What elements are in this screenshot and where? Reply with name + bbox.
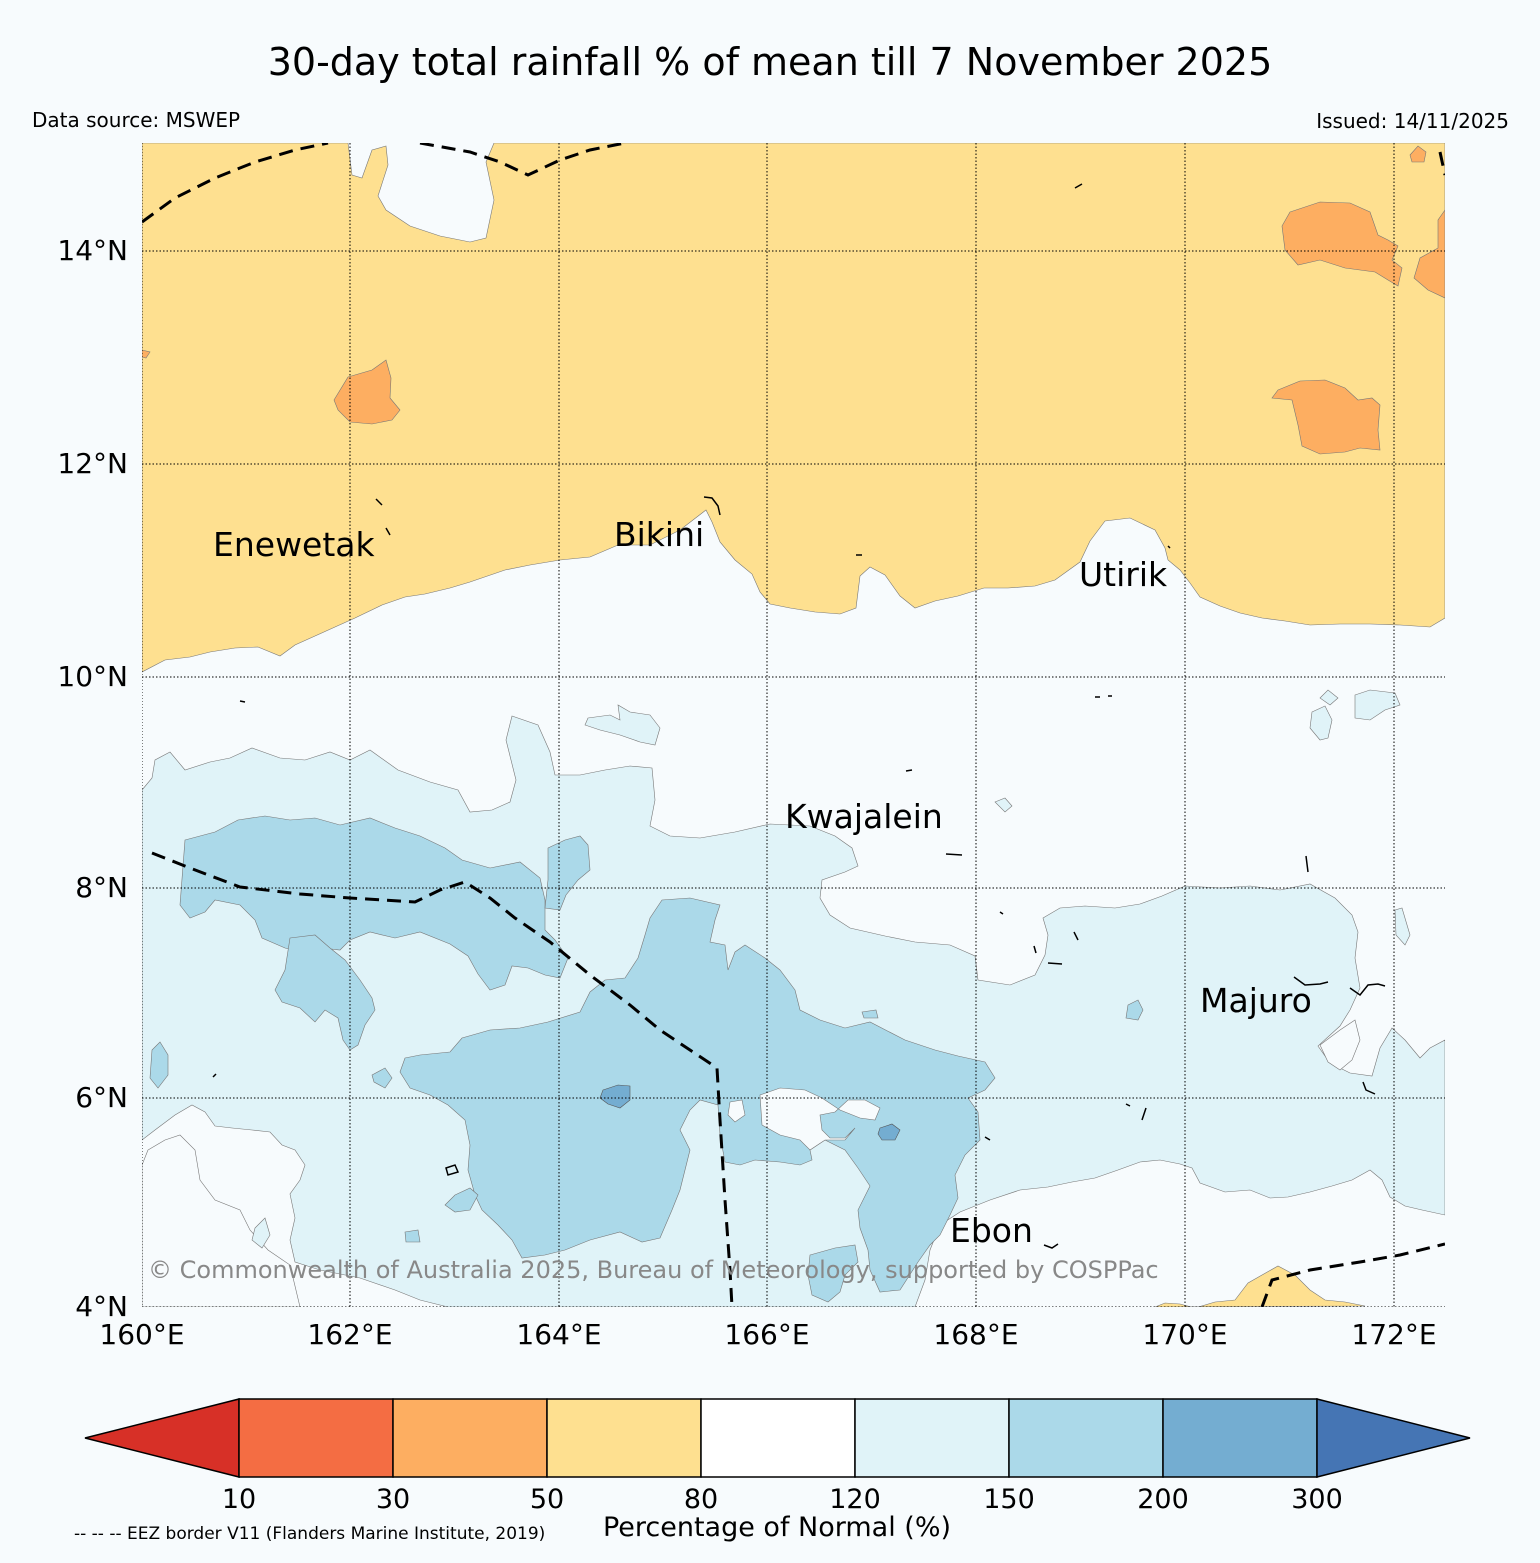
colorbar-bin-10-30 <box>238 1398 394 1478</box>
lon-tick: 160°E <box>99 1318 184 1351</box>
region-120-150-small <box>1309 705 1333 741</box>
colorbar-tick: 80 <box>684 1484 718 1515</box>
colorbar-extend-low <box>84 1398 240 1478</box>
region-30-50 <box>1413 209 1445 299</box>
region-30-50 <box>333 359 401 425</box>
region-150-200-northwest <box>179 815 569 991</box>
colorbar-tick: 150 <box>983 1484 1035 1515</box>
region-30-50 <box>1281 201 1403 287</box>
colorbar-title: Percentage of Normal (%) <box>602 1512 952 1543</box>
region-120-150-small <box>994 797 1013 813</box>
colorbar-bin-50-80 <box>546 1398 702 1478</box>
colorbar-ticks: 10 30 50 80 120 150 200 300 <box>222 1484 1343 1515</box>
region-30-50 <box>142 349 151 359</box>
lon-tick: 164°E <box>516 1318 601 1351</box>
label-majuro: Majuro <box>1200 981 1312 1020</box>
lon-tick: 162°E <box>307 1318 392 1351</box>
region-80-120-hole <box>142 1134 301 1307</box>
region-30-50 <box>1409 145 1427 163</box>
longitude-labels: 160°E 162°E 164°E 166°E 168°E 170°E 172°… <box>99 1318 1436 1351</box>
region-120-150-small <box>1354 689 1401 721</box>
label-enewetak: Enewetak <box>213 525 376 564</box>
latitude-labels: 14°N 12°N 10°N 8°N 6°N 4°N <box>57 234 128 1323</box>
region-150-200-small <box>371 1067 393 1089</box>
label-kwajalein: Kwajalein <box>785 797 943 836</box>
lat-tick: 12°N <box>57 447 128 480</box>
colorbar <box>84 1398 1471 1478</box>
colorbar-tick: 50 <box>530 1484 564 1515</box>
lat-tick: 6°N <box>75 1081 128 1114</box>
data-source: Data source: MSWEP <box>32 108 241 132</box>
region-150-200-small <box>861 1009 879 1019</box>
colorbar-tick: 120 <box>829 1484 881 1515</box>
copyright-notice: © Commonwealth of Australia 2025, Bureau… <box>148 1256 1159 1284</box>
colorbar-tick: 200 <box>1137 1484 1189 1515</box>
region-120-150-small <box>251 1217 271 1249</box>
region-120-150-small <box>1319 689 1339 706</box>
region-150-200-small <box>444 1187 479 1213</box>
colorbar-bin-120-150 <box>854 1398 1010 1478</box>
colorbar-bin-80-120 <box>700 1398 856 1478</box>
lon-tick: 166°E <box>724 1318 809 1351</box>
map-title: 30-day total rainfall % of mean till 7 N… <box>267 40 1273 84</box>
lon-tick: 172°E <box>1351 1318 1436 1351</box>
colorbar-tick: 300 <box>1291 1484 1343 1515</box>
issued-date: Issued: 14/11/2025 <box>1316 109 1509 133</box>
region-120-150-small <box>1394 907 1411 946</box>
colorbar-tick: 10 <box>222 1484 256 1515</box>
graticule <box>142 143 1445 1307</box>
region-150-200-small <box>807 1244 859 1303</box>
label-ebon: Ebon <box>950 1211 1033 1250</box>
region-80-120-hole <box>727 1099 746 1123</box>
colorbar-bin-200-300 <box>1162 1398 1318 1478</box>
region-80-120-hole <box>1319 1019 1361 1071</box>
region-150-200-central <box>399 897 996 1293</box>
lat-tick: 10°N <box>57 660 128 693</box>
lat-tick: 4°N <box>75 1290 128 1323</box>
colorbar-extend-high <box>1316 1398 1471 1478</box>
lat-tick: 8°N <box>75 871 128 904</box>
region-150-200-small <box>149 1041 169 1089</box>
eez-border-note: -- -- -- EEZ border V11 (Flanders Marine… <box>74 1524 546 1544</box>
atoll-outlines <box>212 183 1386 1249</box>
label-utirik: Utirik <box>1079 555 1168 594</box>
region-120-150-small <box>584 704 661 746</box>
region-150-200-small <box>404 1229 421 1243</box>
colorbar-bin-30-50 <box>392 1398 548 1478</box>
region-80-120-hole <box>759 1087 881 1151</box>
region-150-200-small <box>1125 999 1144 1021</box>
region-200-300 <box>877 1123 901 1141</box>
eez-borders <box>142 143 1445 1307</box>
lat-tick: 14°N <box>57 234 128 267</box>
label-bikini: Bikini <box>614 515 704 554</box>
lon-tick: 168°E <box>933 1318 1018 1351</box>
region-50-80-north <box>142 143 1445 673</box>
region-30-50 <box>1271 379 1381 455</box>
lon-tick: 170°E <box>1142 1318 1227 1351</box>
region-150-200-smallnorth <box>544 835 591 911</box>
region-200-300 <box>599 1084 631 1109</box>
colorbar-bin-150-200 <box>1008 1398 1164 1478</box>
map-plot-area: Enewetak Bikini Utirik Kwajalein Majuro … <box>142 143 1445 1307</box>
colorbar-tick: 30 <box>376 1484 410 1515</box>
